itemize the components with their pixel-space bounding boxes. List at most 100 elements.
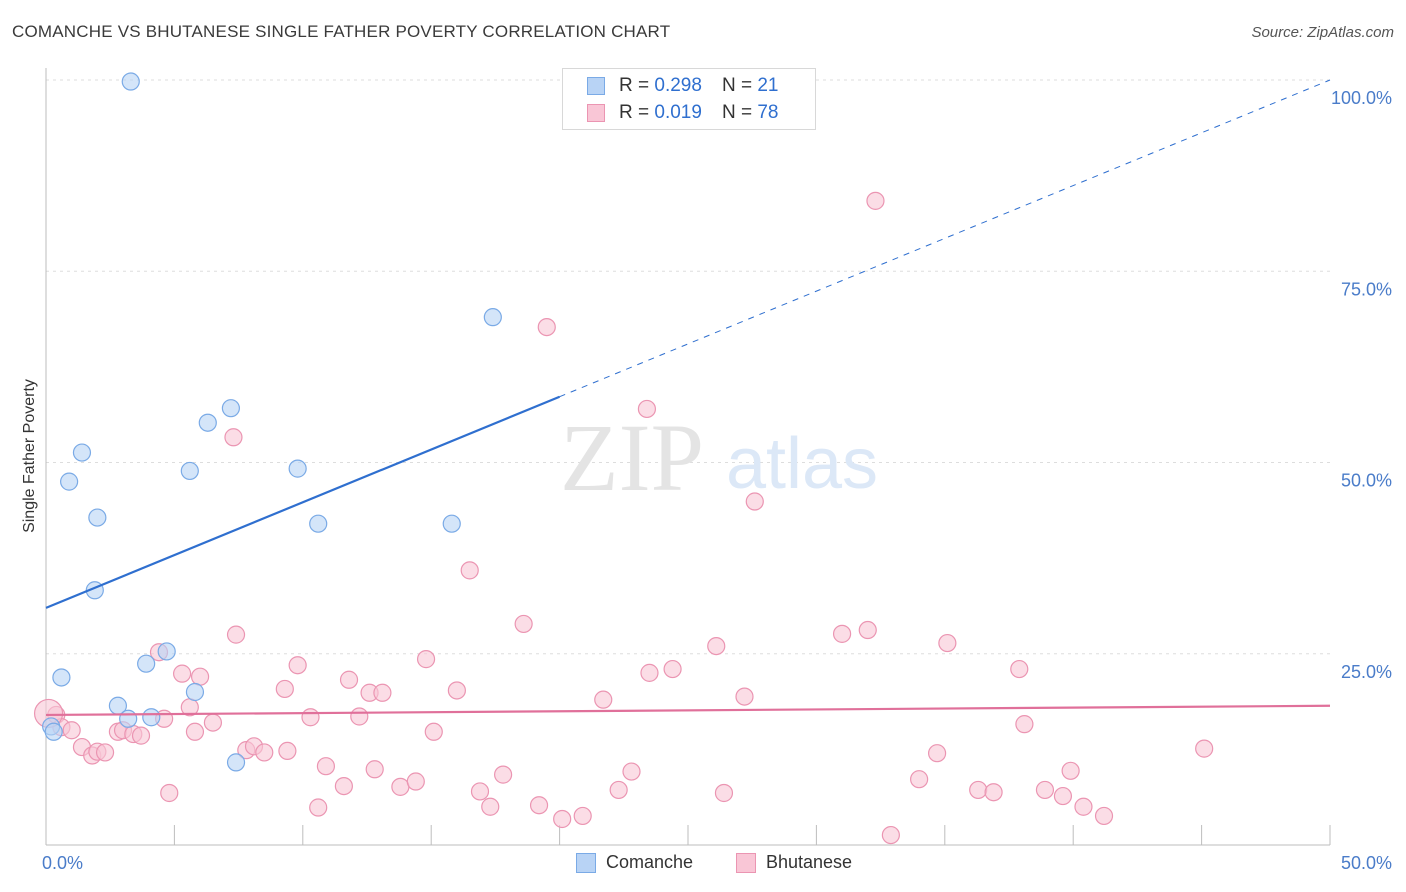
watermark: ZIP atlas xyxy=(560,404,878,511)
bhutanese-point xyxy=(1053,786,1073,806)
legend-item-bhutanese[interactable]: Bhutanese xyxy=(736,852,852,873)
bhutanese-point xyxy=(1094,806,1114,826)
comanche-point xyxy=(121,72,140,91)
bhutanese-point xyxy=(707,636,726,656)
bhutanese-point xyxy=(553,809,572,829)
y-tick-label: 50.0% xyxy=(1341,471,1392,491)
grid-layer xyxy=(46,79,1330,655)
y-tick-label: 25.0% xyxy=(1341,662,1392,682)
comanche-swatch xyxy=(587,77,605,95)
bhutanese-trend-line xyxy=(45,704,1331,717)
comanche-point xyxy=(72,443,92,462)
bhutanese-point xyxy=(745,492,764,511)
bhutanese-point xyxy=(95,743,115,762)
legend-n-value: 78 xyxy=(757,102,779,123)
comanche-point xyxy=(483,308,502,327)
comanche-point xyxy=(198,413,217,432)
legend-row-bhutanese: R = 0.019 N = 78 xyxy=(587,100,778,126)
bhutanese-point xyxy=(969,780,988,800)
watermark-zip: ZIP xyxy=(560,404,704,511)
bhutanese-point xyxy=(866,191,885,210)
bhutanese-point xyxy=(514,614,533,634)
bhutanese-point xyxy=(288,656,307,675)
bhutanese-point xyxy=(1195,739,1214,758)
comanche-point xyxy=(157,642,176,661)
bhutanese-point xyxy=(190,667,210,686)
bhutanese-point xyxy=(927,744,947,763)
legend-n-label: N = xyxy=(721,75,753,96)
watermark-atlas: atlas xyxy=(726,424,878,504)
bhutanese-point xyxy=(203,713,223,732)
legend-r-value: 0.298 xyxy=(654,75,702,96)
comanche-point xyxy=(288,459,307,478)
bhutanese-point xyxy=(622,762,641,781)
series-legend: Comanche Bhutanese xyxy=(0,852,1406,876)
bhutanese-point xyxy=(640,663,659,682)
axes-layer: 25.0% 50.0% 75.0% 100.0% 0.0% 50.0% xyxy=(42,68,1392,873)
x-tick-label-max: 50.0% xyxy=(1341,853,1392,873)
bhutanese-legend-swatch xyxy=(736,852,756,873)
comanche-point xyxy=(142,708,161,727)
bhutanese-point xyxy=(224,428,243,447)
bhutanese-point xyxy=(470,782,490,801)
bhutanese-point xyxy=(529,796,549,815)
comanche-point xyxy=(226,753,246,772)
comanche-point xyxy=(309,514,328,533)
comanche-point xyxy=(44,722,63,741)
source-label: Source: ZipAtlas.com xyxy=(1251,24,1394,41)
bhutanese-point xyxy=(984,783,1003,802)
comanche-point xyxy=(60,472,79,491)
legend-n-value: 21 xyxy=(757,75,779,96)
bhutanese-point xyxy=(1015,715,1034,734)
bhutanese-point xyxy=(714,783,734,803)
bhutanese-point xyxy=(275,679,294,699)
bhutanese-point xyxy=(447,681,466,700)
chart-title: COMANCHE VS BHUTANESE SINGLE FATHER POVE… xyxy=(12,22,671,41)
bhutanese-point xyxy=(424,722,443,741)
bhutanese-point xyxy=(365,760,384,779)
bhutanese-point xyxy=(309,798,328,817)
comanche-point xyxy=(180,461,199,481)
bhutanese-point xyxy=(881,825,900,845)
bhutanese-point xyxy=(350,707,369,726)
bhutanese-point xyxy=(910,770,929,789)
bhutanese-point xyxy=(594,690,613,709)
bhutanese-point xyxy=(301,708,320,727)
bhutanese-point xyxy=(373,683,392,702)
comanche-point xyxy=(137,654,156,673)
legend-item-comanche[interactable]: Comanche xyxy=(576,852,693,873)
comanche-point xyxy=(221,399,240,418)
bhutanese-point xyxy=(316,757,336,776)
comanche-point xyxy=(442,514,461,533)
legend-r-label: R = xyxy=(619,75,650,96)
trend-layer xyxy=(45,79,1331,717)
legend-row-comanche: R = 0.298 N = 21 xyxy=(587,73,778,99)
correlation-legend: R = 0.298 N = 21 R = 0.019 N = 78 xyxy=(562,68,816,130)
legend-label-comanche: Comanche xyxy=(606,852,694,872)
bhutanese-point xyxy=(735,687,754,706)
comanche-legend-swatch xyxy=(576,852,596,873)
bhutanese-point xyxy=(637,399,657,419)
bhutanese-swatch xyxy=(587,104,605,122)
comanche-point xyxy=(52,668,71,687)
bhutanese-point xyxy=(1061,761,1080,780)
bhutanese-point xyxy=(226,625,246,644)
bhutanese-point xyxy=(334,776,353,796)
bhutanese-point xyxy=(131,726,151,745)
bhutanese-point xyxy=(858,620,877,640)
bhutanese-point xyxy=(1074,797,1093,816)
legend-r-value: 0.019 xyxy=(654,102,702,123)
bhutanese-point xyxy=(460,561,479,580)
bhutanese-point xyxy=(537,317,556,337)
bhutanese-point xyxy=(481,797,500,816)
bhutanese-point xyxy=(406,772,425,791)
y-tick-label: 100.0% xyxy=(1331,88,1392,108)
bhutanese-point xyxy=(278,741,297,761)
x-tick-label-min: 0.0% xyxy=(42,853,83,873)
bhutanese-point xyxy=(663,659,682,679)
bhutanese-point xyxy=(1010,659,1029,679)
bhutanese-point xyxy=(609,780,628,800)
y-axis-label: Single Father Poverty xyxy=(21,379,38,533)
bhutanese-point xyxy=(494,765,513,784)
